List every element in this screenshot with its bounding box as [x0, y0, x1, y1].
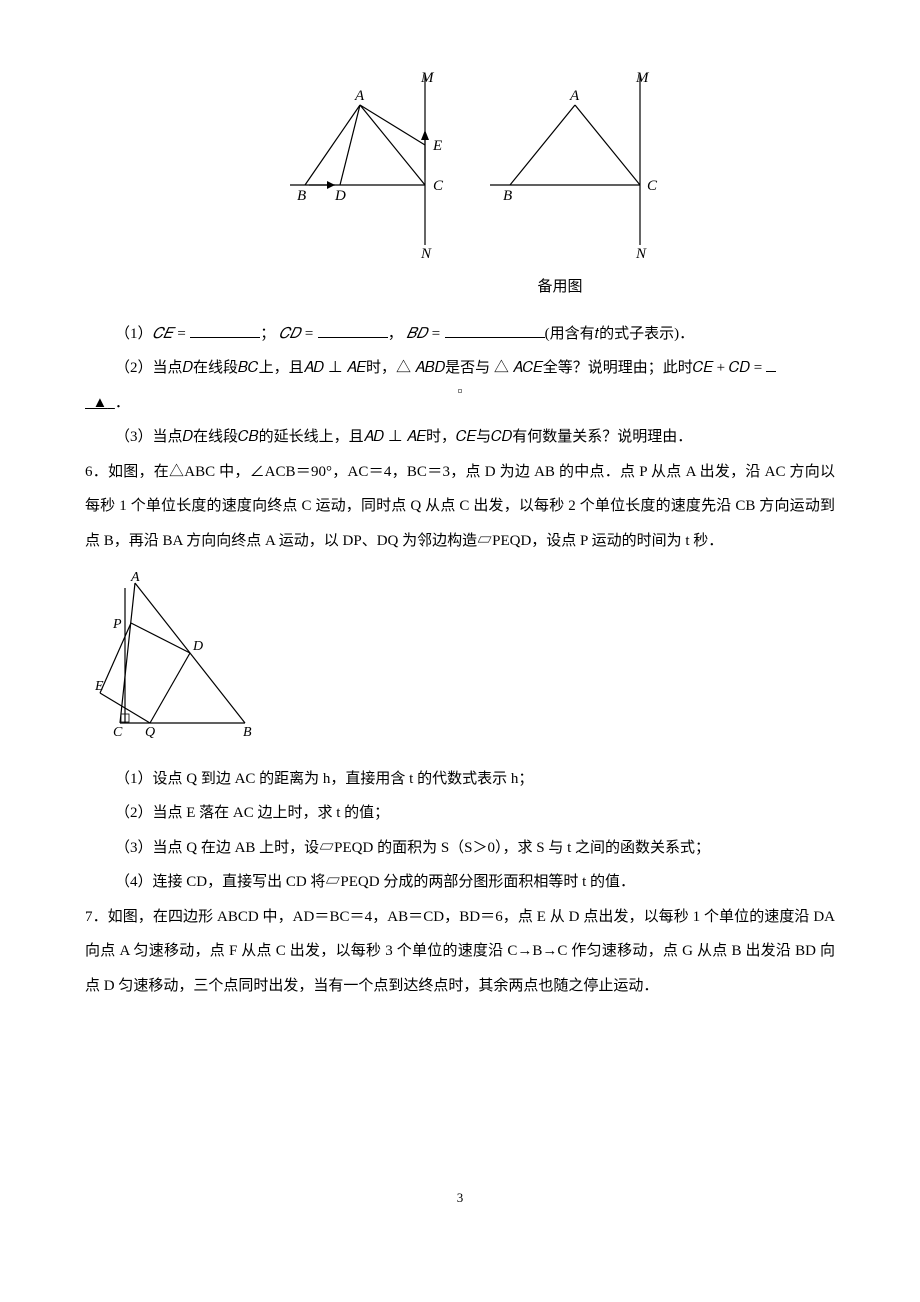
blank-bd	[445, 337, 545, 338]
p5-q1-tail: (用含有𝑡的式子表示)．	[545, 326, 695, 342]
label-B: B	[297, 188, 306, 204]
blank-cd	[318, 337, 388, 338]
p6-q2: （2）当点 E 落在 AC 边上时，求 t 的值；	[85, 796, 835, 831]
figures-row: M N A B C D E M N A B C	[85, 70, 835, 260]
label-N2: N	[635, 246, 647, 260]
p6-label-Q: Q	[145, 725, 155, 738]
p5-q2-line1: （2）当点𝐷在线段𝐵𝐶上，且𝐴𝐷 ⊥ 𝐴𝐸时，△ 𝐴𝐵𝐷是否与 △ 𝐴𝐶𝐸全等？…	[85, 351, 835, 386]
p7-head: 7．如图，在四边形 ABCD 中，AD＝BC＝4，AB＝CD，BD＝6，点 E …	[85, 900, 835, 1004]
label-E: E	[432, 138, 442, 154]
label-A: A	[354, 88, 365, 104]
label-A2: A	[569, 88, 580, 104]
label-N: N	[420, 246, 432, 260]
p6-head: 6．如图，在△ABC 中，∠ACB＝90°，AC＝4，BC＝3，点 D 为边 A…	[85, 455, 835, 559]
p6-label-B: B	[243, 725, 252, 738]
p5-q2-text: （2）当点𝐷在线段𝐵𝐶上，且𝐴𝐷 ⊥ 𝐴𝐸时，△ 𝐴𝐵𝐷是否与 △ 𝐴𝐶𝐸全等？…	[115, 360, 766, 376]
p6-q3: （3）当点 Q 在边 AB 上时，设▱PEQD 的面积为 S（S＞0），求 S …	[85, 831, 835, 866]
p5-q2-tail: ．	[115, 395, 130, 411]
page-number: 3	[85, 1183, 835, 1213]
label-M2: M	[635, 70, 650, 86]
p5-q2-blank: ▲	[85, 395, 115, 411]
p5-sep1: ；	[260, 326, 275, 342]
p5-q1-ce: 𝐶𝐸 =	[153, 326, 191, 342]
figure-left: M N A B C D E	[285, 70, 455, 260]
blank-q2-lead	[766, 371, 776, 372]
figure-caption: 备用图	[85, 270, 835, 305]
p5-q1-pre: （1）	[115, 326, 153, 342]
p6-label-D: D	[192, 639, 203, 654]
label-M: M	[420, 70, 435, 86]
label-D: D	[334, 188, 346, 204]
label-B2: B	[503, 188, 512, 204]
label-C: C	[433, 178, 444, 194]
p5-q1: （1）𝐶𝐸 = ； 𝐶𝐷 = ， 𝐵𝐷 = (用含有𝑡的式子表示)．	[85, 317, 835, 352]
label-C2: C	[647, 178, 658, 194]
p6-label-P: P	[112, 617, 122, 632]
p5-q3: （3）当点𝐷在线段𝐶𝐵的延长线上，且𝐴𝐷 ⊥ 𝐴𝐸时，𝐶𝐸与𝐶𝐷有何数量关系？说…	[85, 420, 835, 455]
p5-sep2: ，	[388, 326, 403, 342]
p6-q4: （4）连接 CD，直接写出 CD 将▱PEQD 分成的两部分图形面积相等时 t …	[85, 865, 835, 900]
p5-q1-bd: 𝐵𝐷 =	[407, 326, 445, 342]
p5-q1-cd: 𝐶𝐷 =	[279, 326, 318, 342]
p6-q1: （1）设点 Q 到边 AC 的距离为 h，直接用含 t 的代数式表示 h；	[85, 762, 835, 797]
blank-ce	[190, 337, 260, 338]
p6-label-C: C	[113, 725, 123, 738]
p6-figure-wrap: A P D E C Q B	[95, 568, 835, 752]
p6-label-A: A	[130, 570, 140, 585]
p6-figure: A P D E C Q B	[95, 568, 260, 738]
figure-right: M N A B C	[485, 70, 665, 260]
p6-label-E: E	[95, 679, 104, 694]
